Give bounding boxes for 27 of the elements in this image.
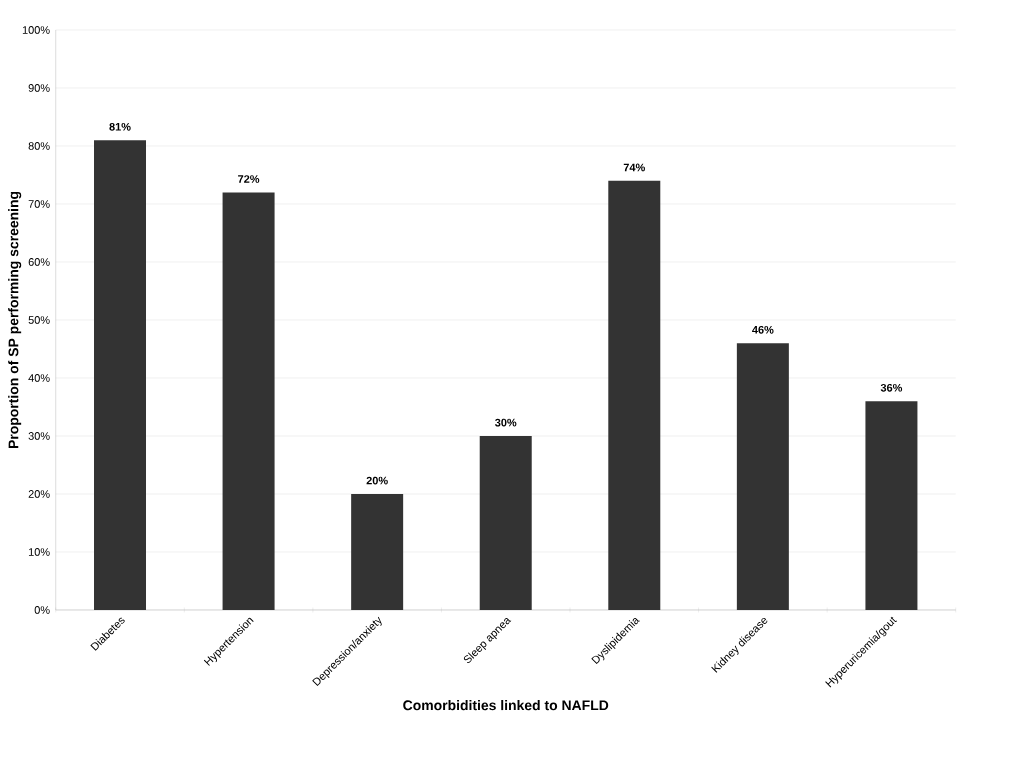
y-tick-label: 30% (28, 432, 50, 440)
data-label: 81% (109, 122, 131, 131)
bar (865, 401, 918, 610)
data-label: 36% (880, 383, 903, 392)
y-tick-label: 80% (28, 142, 50, 150)
data-label: 20% (366, 476, 388, 485)
bar (94, 140, 147, 610)
x-axis-title: Comorbidities linked to NAFLD (403, 699, 609, 711)
y-tick-label: 70% (28, 200, 50, 208)
data-label: 30% (495, 418, 517, 427)
data-label: 72% (238, 175, 260, 183)
y-tick-label: 20% (28, 490, 50, 498)
bar (608, 180, 661, 610)
y-tick-label: 60% (28, 258, 50, 266)
data-label: 46% (752, 325, 774, 334)
y-tick-label: 10% (28, 548, 50, 556)
data-label: 74% (623, 163, 645, 172)
y-tick-label: 0% (34, 606, 50, 614)
y-tick-label: 100% (22, 26, 50, 34)
bar (479, 435, 532, 610)
y-tick-label: 90% (28, 84, 50, 92)
y-tick-label: 40% (28, 374, 50, 382)
bar (222, 192, 275, 610)
bar (736, 343, 789, 610)
y-tick-label: 50% (28, 316, 50, 324)
bar (351, 493, 404, 610)
y-axis-title: Proportion of SP performing screening (8, 191, 22, 449)
